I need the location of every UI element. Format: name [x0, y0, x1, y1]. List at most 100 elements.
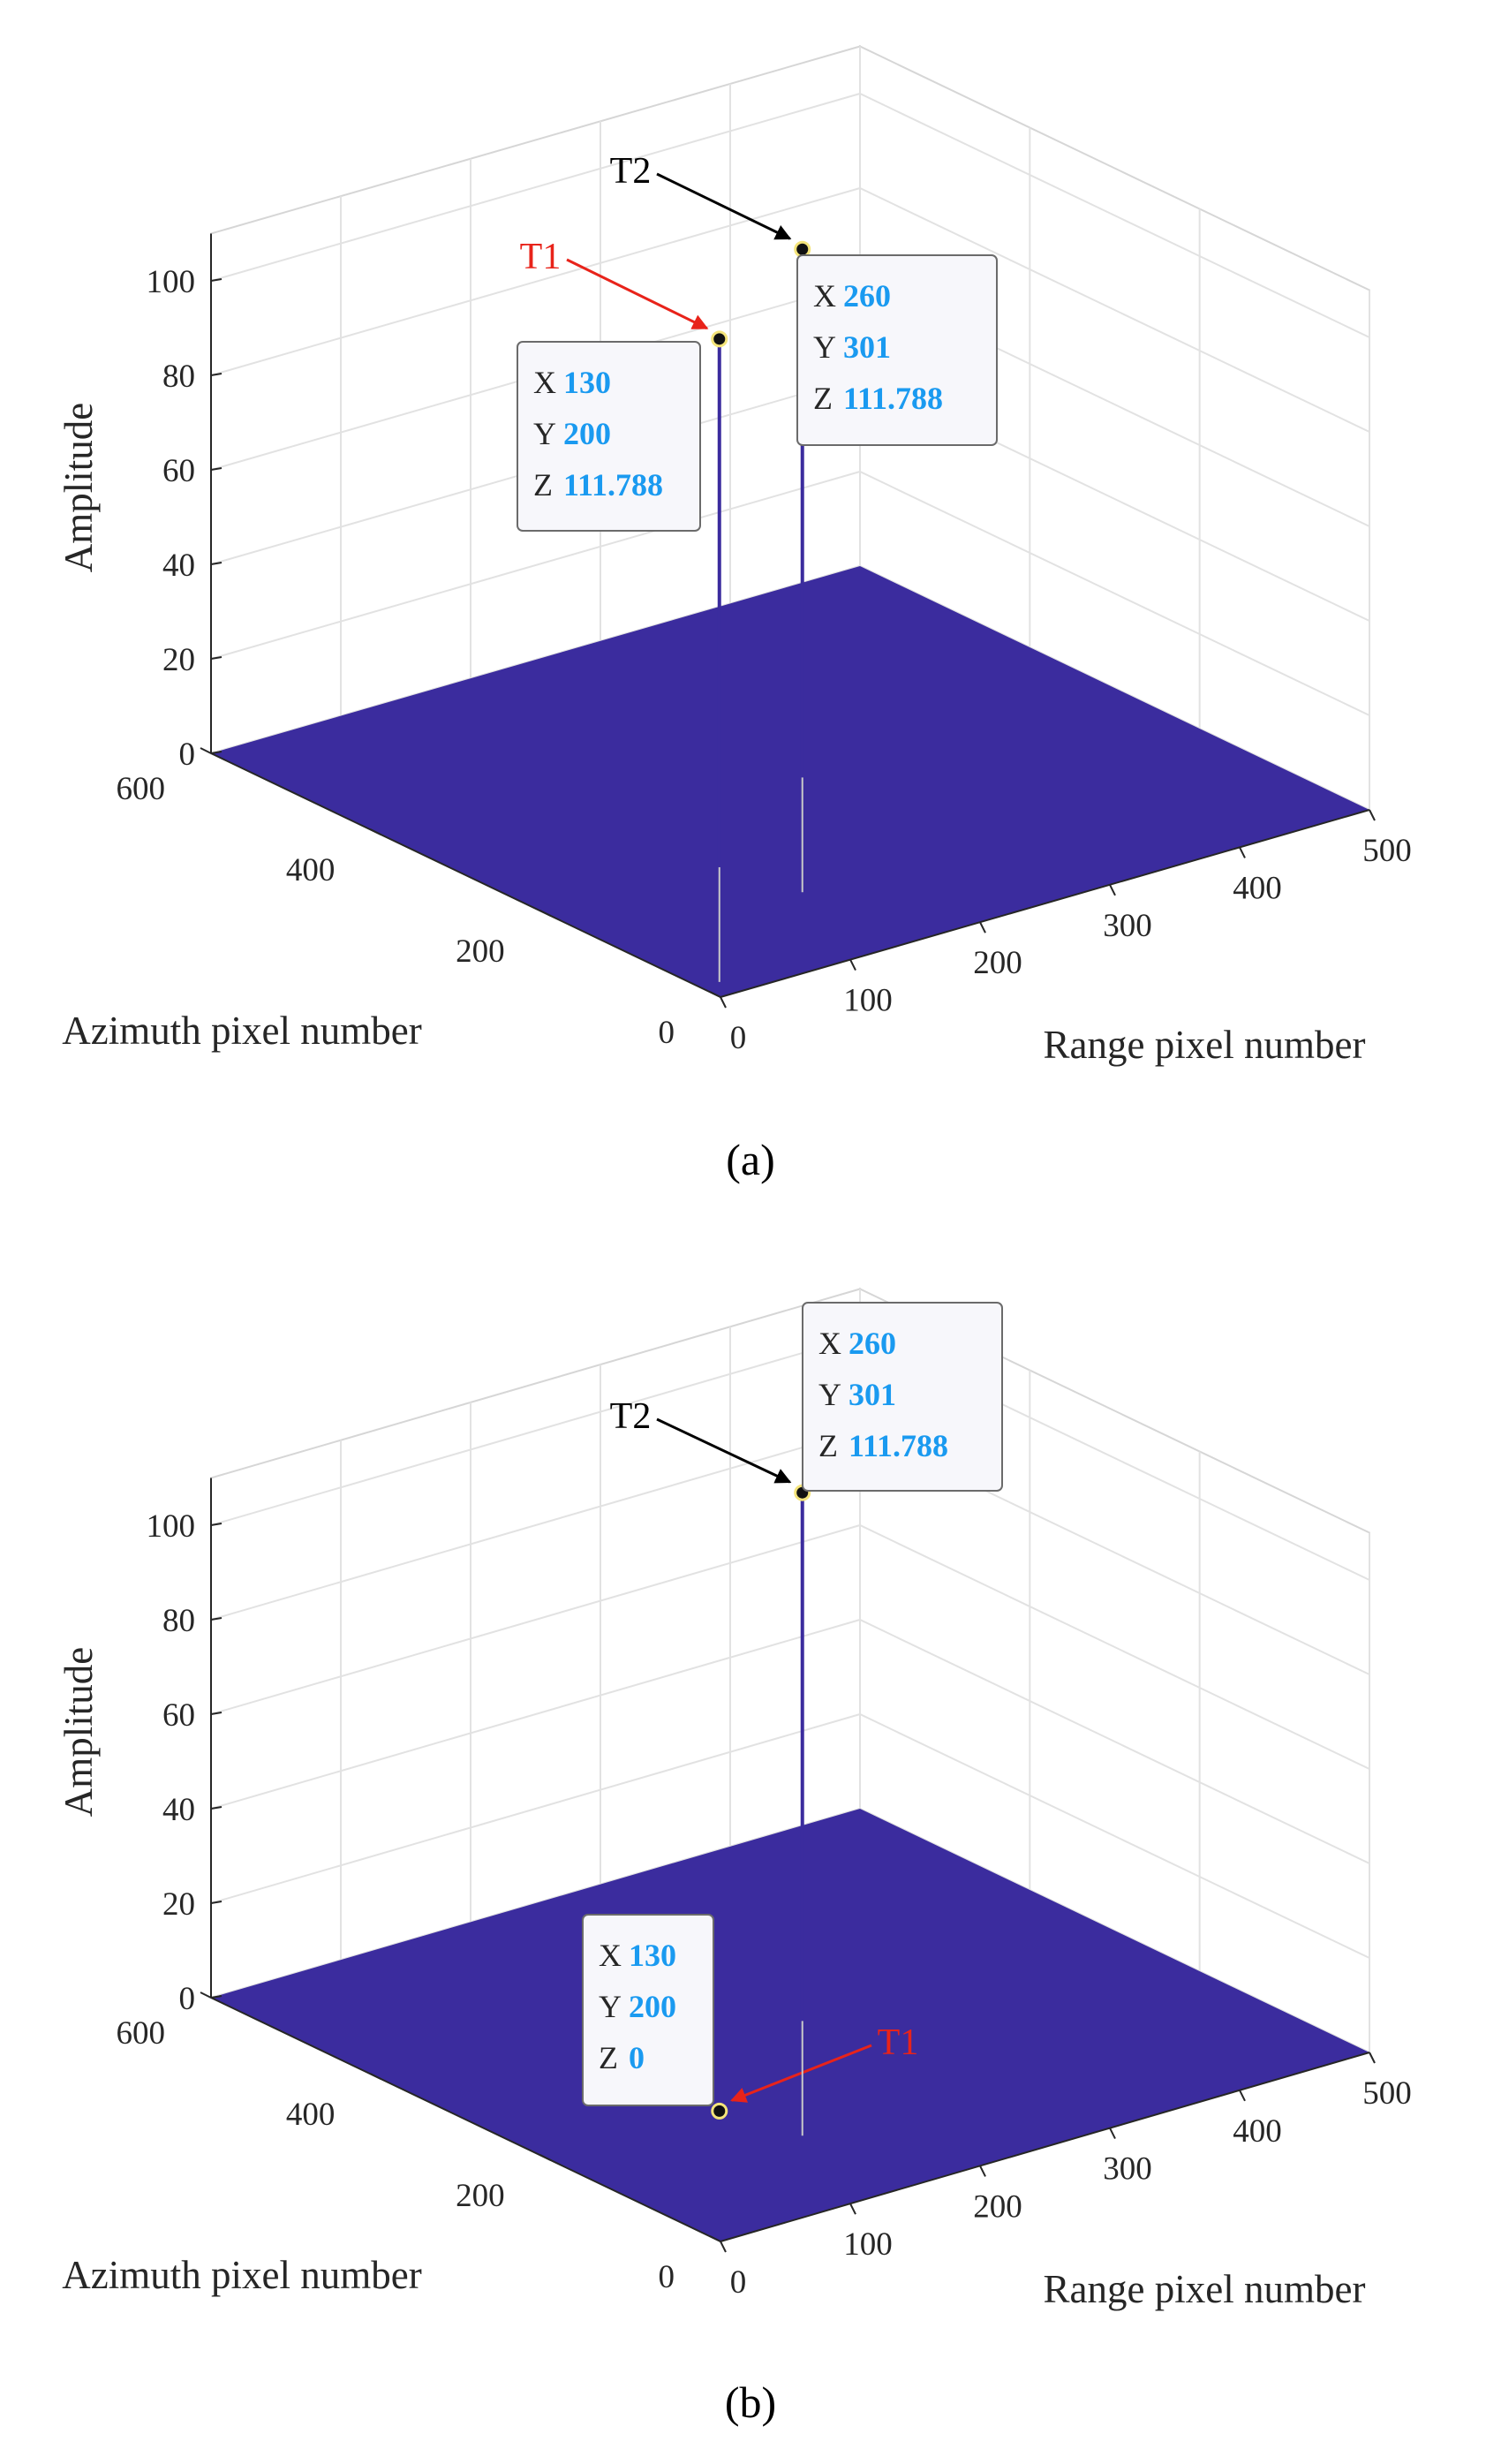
datatip-value: 260	[849, 1326, 896, 1361]
z-tick-mark	[210, 467, 223, 471]
datatip-value: 111.788	[563, 467, 663, 503]
y-tick-mark	[200, 1992, 212, 1999]
x-tick-label: 300	[1103, 2151, 1152, 2188]
z-tick-label: 60	[162, 1697, 195, 1734]
z-tick-label: 20	[162, 642, 195, 678]
datatip-box	[517, 341, 701, 532]
y-tick-label: 200	[456, 933, 505, 970]
x-tick-label: 500	[1362, 2075, 1412, 2112]
target-label: T1	[520, 237, 562, 277]
datatip-key: X	[813, 278, 836, 314]
datatip-box	[802, 1302, 1003, 1492]
x-tick-mark	[720, 2241, 727, 2253]
z-tick-mark	[210, 373, 223, 376]
z-tick-mark	[210, 1995, 223, 1999]
z-gridline	[210, 281, 1370, 527]
z-gridline	[210, 92, 1370, 338]
x-axis-line	[720, 809, 1370, 998]
x-tick-mark	[979, 921, 986, 933]
datatip-value: 130	[563, 365, 611, 400]
x-tick-label: 0	[730, 1020, 747, 1056]
z-tick-label: 100	[147, 264, 196, 300]
datatip-key: Z	[813, 381, 833, 416]
z-tick-label: 80	[162, 1603, 195, 1639]
y-tick-label: 400	[286, 852, 336, 888]
z-tick-mark	[210, 1523, 223, 1526]
y-tick-label: 0	[659, 2259, 675, 2295]
z-tick-label: 100	[147, 1508, 196, 1545]
y-axis-line	[210, 1997, 721, 2242]
datatip-value: 111.788	[849, 1428, 948, 1463]
z-tick-label: 40	[162, 548, 195, 584]
x-tick-label: 300	[1103, 908, 1152, 944]
y-tick-mark	[539, 2154, 552, 2161]
x-tick-label: 400	[1233, 870, 1282, 906]
z-tick-mark	[210, 1806, 223, 1810]
x-tick-mark	[720, 996, 727, 1009]
x-tick-label: 200	[973, 945, 1022, 981]
datatip-key: Y	[813, 329, 836, 365]
x-axis-line	[720, 2052, 1370, 2242]
datatip-box	[582, 1914, 714, 2106]
datatip-key: X	[599, 1938, 622, 1973]
z-gridline	[210, 1334, 1370, 1581]
x-tick-mark	[1369, 2052, 1376, 2064]
base-surface	[211, 1809, 1369, 2241]
x-tick-label: 400	[1233, 2113, 1282, 2150]
y-axis-label: Azimuth pixel number	[62, 2253, 421, 2297]
y-tick-label: 600	[117, 771, 166, 807]
z-tick-label: 0	[179, 737, 196, 773]
base-surface	[211, 566, 1369, 997]
y-tick-mark	[709, 2235, 721, 2242]
datatip-value: 111.788	[843, 381, 943, 416]
target-marker	[711, 330, 728, 348]
datatip-key: Y	[599, 1989, 622, 2024]
x-tick-label: 200	[973, 2188, 1022, 2225]
z-tick-mark	[210, 1617, 223, 1621]
target-label: T1	[878, 2022, 919, 2063]
y-tick-label: 600	[117, 2015, 166, 2052]
x-tick-mark	[849, 2203, 856, 2215]
datatip-value: 301	[849, 1377, 896, 1412]
panel-caption: (b)	[725, 2377, 776, 2427]
z-axis-label: Amplitude	[57, 403, 101, 572]
x-axis-label: Range pixel number	[1044, 2267, 1366, 2311]
datatip-value: 130	[629, 1938, 676, 1973]
y-axis-label: Azimuth pixel number	[62, 1009, 421, 1053]
z-tick-label: 60	[162, 453, 195, 489]
z-tick-label: 0	[179, 1981, 196, 2017]
datatip-value: 301	[843, 329, 891, 365]
z-tick-label: 40	[162, 1792, 195, 1828]
target-arrow	[566, 258, 709, 330]
datatip-key: X	[533, 365, 556, 400]
datatip-key: Z	[533, 467, 553, 503]
datatip-key: Y	[533, 416, 556, 451]
z-tick-mark	[210, 278, 223, 282]
z-gridline	[210, 186, 1370, 433]
datatip-key: Z	[818, 1428, 838, 1463]
z-gridline	[210, 1429, 1370, 1675]
z-tick-mark	[210, 751, 223, 754]
y-tick-mark	[369, 828, 381, 835]
y-tick-mark	[539, 910, 552, 917]
target-label: T2	[610, 1396, 652, 1437]
target-arrow	[656, 1417, 792, 1484]
x-tick-mark	[1369, 809, 1376, 821]
target-label: T2	[610, 151, 652, 192]
z-tick-mark	[210, 1901, 223, 1904]
y-tick-label: 0	[659, 1015, 675, 1051]
z-axis-label: Amplitude	[57, 1647, 101, 1817]
y-tick-label: 400	[286, 2097, 336, 2133]
x-tick-mark	[979, 2165, 986, 2177]
y-tick-mark	[200, 747, 212, 754]
z-tick-mark	[210, 656, 223, 660]
target-arrow	[656, 172, 792, 240]
datatip-value: 200	[629, 1989, 676, 2024]
x-tick-label: 500	[1362, 833, 1412, 869]
datatip-value: 260	[843, 278, 891, 314]
y-tick-mark	[369, 2073, 381, 2080]
x-tick-mark	[1239, 2090, 1246, 2102]
z-gridline	[210, 375, 1370, 622]
datatip-key: Y	[818, 1377, 841, 1412]
